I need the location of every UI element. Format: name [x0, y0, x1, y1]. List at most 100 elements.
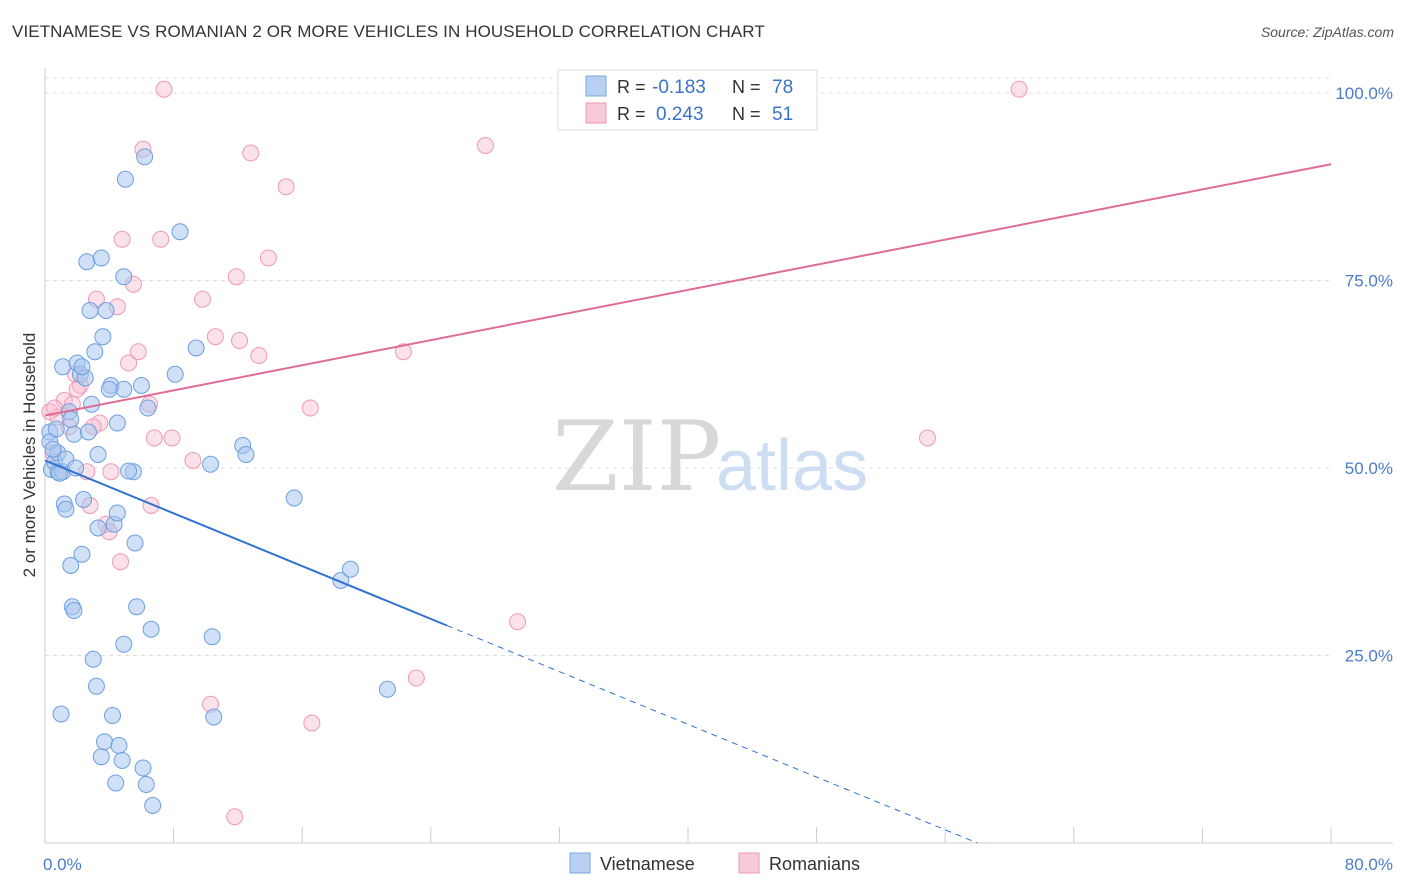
vietnamese-point	[78, 253, 96, 271]
vietnamese-point	[73, 358, 91, 376]
watermark: ZIP atlas	[552, 401, 868, 513]
legend-n-label-2: N =	[732, 104, 761, 124]
vietnamese-point	[285, 489, 303, 507]
vietnamese-point	[81, 302, 99, 319]
vietnamese-point	[52, 705, 70, 723]
vietnamese-point	[89, 446, 107, 463]
vietnamese-point	[44, 440, 62, 458]
legend-r-label-1: R =	[617, 77, 646, 97]
romanians-points	[41, 80, 1028, 826]
vietnamese-point	[142, 620, 160, 638]
romanians-point	[919, 429, 937, 447]
vietnamese-point	[108, 414, 126, 432]
vietnamese-point	[126, 534, 144, 552]
legend-box: R = -0.183 N = 78 R = 0.243 N = 51	[557, 69, 818, 131]
vietnamese-point	[137, 776, 155, 793]
vietnamese-point	[94, 328, 112, 346]
legend-n-value-2: 51	[772, 104, 793, 125]
vietnamese-point	[65, 425, 83, 443]
x-tick-label: 80.0%	[1345, 855, 1393, 874]
romanians-point	[113, 230, 131, 248]
romanians-point	[112, 553, 130, 571]
romanians-point	[303, 714, 321, 732]
vietnamese-point	[84, 650, 102, 668]
romanians-point	[102, 463, 120, 481]
vietnamese-point	[378, 680, 396, 698]
vietnamese-point	[144, 797, 162, 814]
romanians-point	[129, 343, 147, 361]
vietnamese-point	[95, 733, 113, 751]
tick-labels: 25.0% 50.0% 75.0% 100.0% 0.0% 80.0%	[43, 84, 1393, 874]
vietnamese-point	[83, 395, 101, 413]
legend-swatch-romanians	[585, 102, 607, 124]
bottom-legend: Vietnamese Romanians	[569, 852, 860, 874]
vietnamese-point	[115, 268, 133, 286]
legend-r-value-2: 0.243	[656, 104, 704, 125]
vietnamese-point	[113, 752, 131, 769]
vietnamese-point	[57, 500, 75, 518]
romanians-point	[259, 249, 277, 267]
vietnamese-point	[134, 759, 152, 777]
vietnamese-point	[97, 302, 115, 319]
romanians-point	[163, 429, 181, 447]
vietnamese-point	[62, 557, 80, 574]
gridlines	[45, 77, 1331, 656]
vietnamese-points	[41, 148, 396, 814]
romanians-point	[407, 669, 425, 687]
legend-r-label-2: R =	[617, 104, 646, 124]
vietnamese-point	[132, 377, 150, 394]
vietnamese-point	[120, 462, 138, 480]
romanians-point	[152, 230, 170, 248]
romanians-point	[1010, 80, 1028, 98]
vietnamese-point	[115, 380, 133, 398]
y-axis-label: 2 or more Vehicles in Household	[20, 333, 39, 578]
vietnamese-point	[128, 598, 146, 616]
romanians-point	[145, 429, 163, 447]
vietnamese-point	[115, 635, 133, 653]
vietnamese-point	[47, 420, 65, 438]
bottom-legend-romanians: Romanians	[769, 854, 860, 874]
romanians-point	[227, 268, 245, 286]
vietnamese-point	[62, 410, 80, 428]
chart-title: VIETNAMESE VS ROMANIAN 2 OR MORE VEHICLE…	[12, 22, 765, 41]
romanians-point	[226, 808, 244, 826]
y-tick-label: 50.0%	[1345, 459, 1393, 478]
legend-n-value-1: 78	[772, 77, 793, 98]
romanians-point	[194, 290, 212, 308]
romanians-point	[250, 347, 268, 364]
y-tick-label: 100.0%	[1335, 84, 1393, 103]
vietnamese-point	[139, 399, 157, 417]
vietnamese-point	[110, 737, 128, 754]
y-tick-label: 75.0%	[1345, 272, 1393, 291]
vietnamese-point	[205, 708, 223, 726]
vietnamese-point	[65, 602, 83, 619]
vietnamese-point	[202, 455, 220, 473]
romanians-point	[155, 80, 173, 98]
bottom-legend-vietnamese: Vietnamese	[600, 854, 695, 874]
bottom-legend-swatch-vietnamese	[569, 852, 591, 874]
romanians-point	[301, 399, 319, 417]
vietnamese-point	[136, 148, 154, 166]
vietnamese-point	[104, 707, 122, 724]
vietnamese-point	[107, 774, 125, 792]
vietnamese-point	[187, 339, 205, 357]
bottom-legend-swatch-romanians	[738, 852, 760, 874]
vietnamese-point	[341, 560, 359, 578]
vietnamese-point	[86, 343, 104, 361]
romanians-point	[509, 613, 527, 631]
x-tick-label: 0.0%	[43, 855, 82, 874]
romanians-trend-line	[44, 163, 1332, 417]
vietnamese-point	[75, 491, 93, 508]
vietnamese-point	[92, 748, 110, 766]
romanians-point	[206, 328, 224, 346]
watermark-atlas: atlas	[716, 426, 868, 506]
vietnamese-point	[92, 249, 110, 267]
vietnamese-point	[50, 464, 68, 482]
romanians-point	[242, 144, 260, 162]
vietnamese-point	[73, 545, 91, 563]
vietnamese-point	[87, 677, 105, 695]
y-tick-label: 25.0%	[1345, 647, 1393, 666]
romanians-point	[184, 452, 202, 469]
vietnamese-point	[171, 223, 189, 241]
vietnamese-point	[203, 628, 221, 646]
